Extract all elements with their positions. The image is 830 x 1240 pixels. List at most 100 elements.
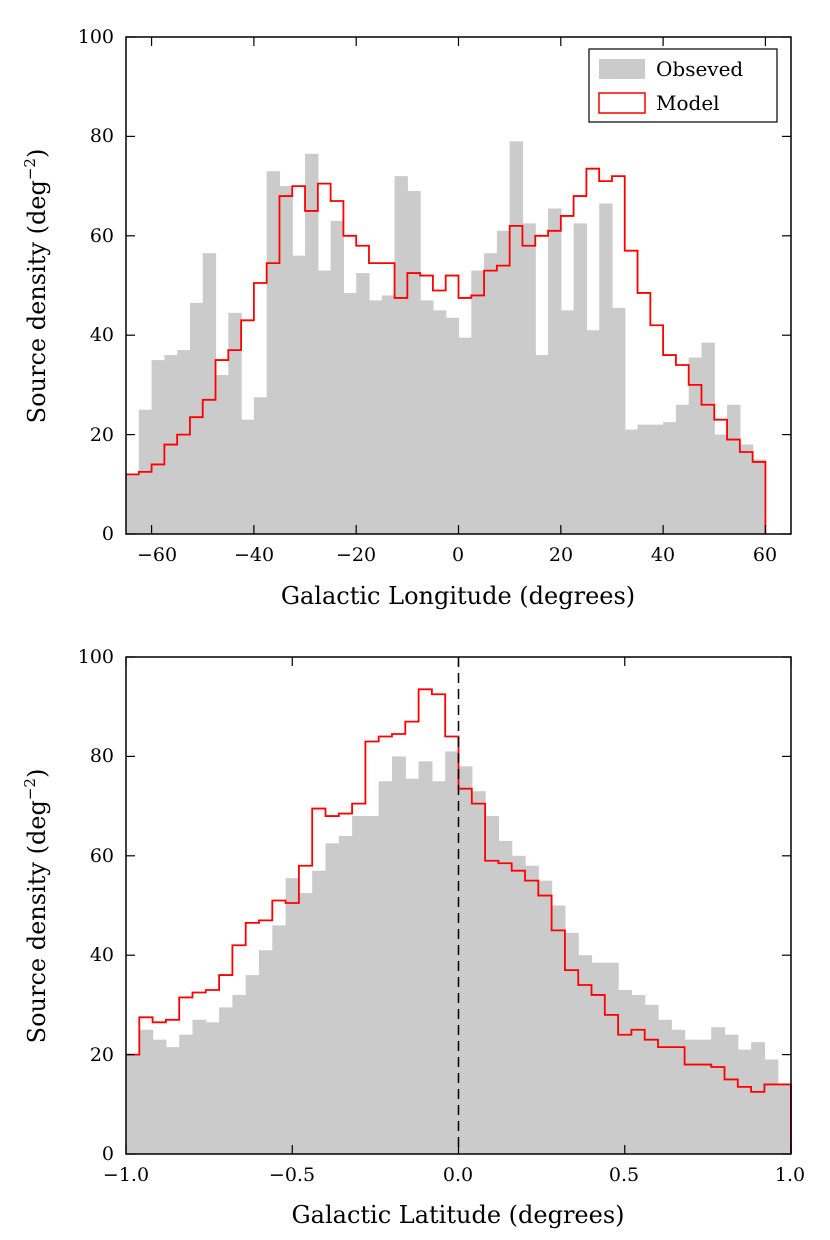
x-tick-label: 60 — [753, 544, 777, 566]
observed-bar — [548, 208, 562, 534]
observed-bar — [126, 474, 140, 534]
observed-bar — [381, 295, 396, 534]
observed-bar — [737, 1049, 752, 1154]
tick-marks-bottom — [125, 656, 792, 1155]
observed-bar — [551, 905, 566, 1154]
y-tick-labels-top: 0 20 40 60 80 100 — [78, 26, 114, 545]
observed-bar — [604, 962, 619, 1154]
observed-bar — [253, 397, 268, 534]
y-axis-label-exponent: −2 — [21, 778, 39, 800]
latitude-histogram-panel: 0 20 40 60 80 100 −1.0 −0.5 0.0 0.5 1.0 … — [21, 646, 805, 1229]
tick-marks-top — [126, 36, 791, 535]
observed-bar — [631, 994, 646, 1154]
observed-bar — [711, 1027, 726, 1154]
observed-bar — [192, 1019, 207, 1154]
observed-bar — [688, 357, 703, 534]
observed-bar — [407, 191, 421, 534]
observed-bar — [298, 893, 313, 1154]
x-axis-label-bottom: Galactic Latitude (degrees) — [291, 1201, 624, 1229]
observed-bar — [564, 932, 579, 1154]
x-tick-label: 0.0 — [443, 1164, 473, 1186]
observed-bar — [392, 756, 406, 1154]
model-step-line-longitude — [126, 167, 767, 534]
y-tick-label: 100 — [78, 26, 114, 48]
observed-bar — [305, 153, 319, 535]
observed-bar — [317, 270, 332, 534]
y-tick-label: 20 — [90, 1044, 114, 1066]
y-tick-label: 80 — [90, 125, 114, 147]
y-tick-label: 0 — [102, 1143, 114, 1165]
observed-bar — [325, 843, 340, 1154]
observed-bar — [777, 1084, 792, 1154]
x-tick-label: 40 — [651, 544, 675, 566]
y-axis-label-bottom: Source density (deg−2) — [21, 769, 51, 1044]
observed-bar — [591, 962, 606, 1154]
observed-bar — [573, 223, 587, 534]
observed-bar — [405, 778, 420, 1154]
observed-bar — [509, 141, 524, 534]
observed-bar — [751, 1042, 765, 1154]
observed-bar — [266, 171, 281, 534]
y-axis-label-close: ) — [23, 149, 51, 158]
x-tick-label: 1.0 — [775, 1164, 805, 1186]
observed-bar — [338, 835, 353, 1154]
x-tick-label: 0.5 — [609, 1164, 639, 1186]
observed-bar — [139, 1029, 154, 1154]
observed-bar — [330, 220, 345, 534]
observed-bar — [671, 1029, 686, 1154]
observed-bar — [586, 330, 600, 534]
observed-bar — [675, 404, 690, 534]
x-tick-label: 20 — [549, 544, 573, 566]
y-tick-label: 80 — [90, 745, 114, 767]
observed-bar — [714, 434, 728, 534]
observed-bar — [522, 223, 536, 534]
legend-label-model: Model — [656, 91, 720, 115]
observed-bar — [189, 302, 204, 534]
observed-bar — [259, 950, 273, 1154]
observed-bar — [739, 444, 754, 534]
x-tick-label: −1.0 — [103, 1164, 149, 1186]
observed-bar — [352, 816, 366, 1154]
y-tick-label: 40 — [90, 324, 114, 346]
observed-bar — [511, 855, 526, 1154]
observed-bar — [202, 253, 217, 534]
observed-bar — [179, 1034, 194, 1154]
legend: Obseved Model — [588, 48, 778, 123]
observed-bar — [151, 360, 165, 534]
observed-bar — [431, 781, 446, 1154]
legend-label-observed: Obseved — [656, 57, 743, 81]
observed-bar — [484, 253, 498, 534]
observed-bar — [368, 300, 383, 534]
observed-bar — [232, 994, 247, 1154]
legend-swatch-observed — [599, 59, 645, 79]
observed-bar — [578, 955, 593, 1154]
y-axis-label-text: Source density (deg — [23, 180, 51, 423]
observed-bar — [343, 292, 357, 534]
x-tick-label: −20 — [336, 544, 376, 566]
y-tick-label: 100 — [78, 646, 114, 668]
observed-bar — [637, 424, 651, 534]
observed-bar — [356, 273, 370, 534]
x-tick-labels-top: −60 −40 −20 0 20 40 60 — [137, 544, 777, 566]
model-step-line-latitude — [126, 688, 792, 1154]
observed-bar — [618, 989, 632, 1154]
y-tick-label: 60 — [90, 845, 114, 867]
observed-bar — [535, 355, 549, 534]
x-tick-label: −0.5 — [269, 1164, 315, 1186]
observed-bar — [684, 1039, 699, 1154]
x-tick-labels-bottom: −1.0 −0.5 0.0 0.5 1.0 — [103, 1164, 805, 1186]
observed-bar — [560, 310, 575, 534]
observed-bar — [701, 342, 715, 534]
y-tick-label: 40 — [90, 944, 114, 966]
y-tick-label: 20 — [90, 424, 114, 446]
observed-bar — [498, 840, 513, 1154]
observed-bar — [471, 791, 486, 1154]
observed-bars-longitude — [126, 141, 767, 535]
observed-bar — [663, 422, 677, 534]
x-tick-label: −60 — [137, 544, 177, 566]
observed-bar — [126, 1054, 140, 1154]
observed-bar — [458, 337, 472, 534]
observed-bar — [241, 419, 255, 534]
longitude-histogram-panel: 0 20 40 60 80 100 −60 −40 −20 0 20 40 60… — [21, 26, 792, 610]
y-axis-label-close: ) — [23, 769, 51, 778]
